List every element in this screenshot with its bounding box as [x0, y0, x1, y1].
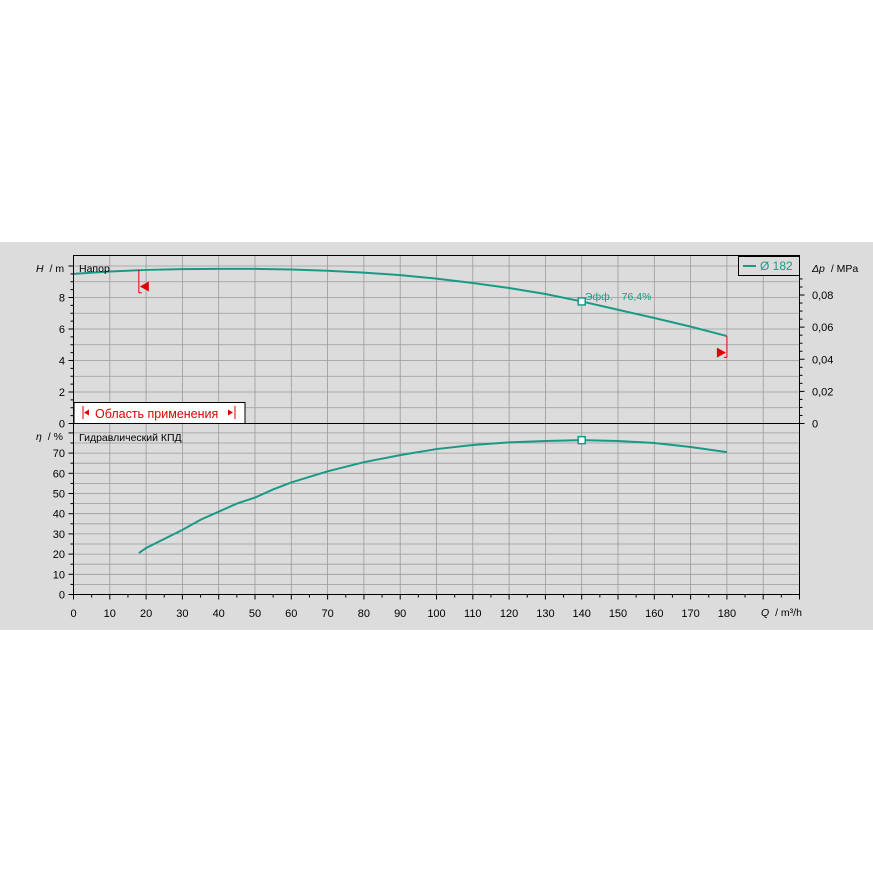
chart-legend: Ø 182	[738, 256, 800, 276]
right-y-tick-label: 0,02	[812, 386, 833, 398]
x-tick-label: 70	[321, 608, 333, 620]
upper-y-axis-label: H / m	[36, 263, 64, 275]
chart-marks	[138, 269, 728, 445]
right-y-axis-label: Δp / MPa	[811, 263, 858, 275]
lower-plot-frame	[73, 423, 800, 595]
range-end-arrow	[716, 347, 726, 358]
right-y-tick-label: 0,04	[812, 354, 833, 366]
efficiency-curve-line	[138, 439, 728, 554]
lower-y-tick-label: 60	[53, 468, 65, 480]
range-start-arrow	[139, 281, 149, 292]
x-axis-label: Q / m³/h	[761, 607, 802, 619]
x-tick-label: 180	[718, 608, 736, 620]
x-tick-label: 20	[140, 608, 152, 620]
lower-y-tick-label: 10	[53, 569, 65, 581]
x-tick-label: 140	[573, 608, 591, 620]
lower-y-tick-label: 0	[59, 590, 65, 602]
x-tick-label: 40	[213, 608, 225, 620]
lower-chart-title: Гидравлический КПД	[79, 432, 182, 444]
operating-range-box: Область применения	[73, 402, 246, 424]
chart-curves	[73, 267, 728, 554]
operating-range-label: Область применения	[95, 407, 218, 421]
x-tick-label: 170	[681, 608, 699, 620]
x-tick-label: 0	[70, 608, 76, 620]
x-tick-label: 90	[394, 608, 406, 620]
upper-chart-title: Напор	[79, 263, 110, 275]
upper-y-tick-label: 4	[59, 356, 65, 368]
right-y-tick-label: 0	[812, 419, 818, 431]
lower-y-tick-label: 30	[53, 529, 65, 541]
x-tick-label: 80	[358, 608, 370, 620]
x-tick-label: 120	[500, 608, 518, 620]
x-tick-label: 60	[285, 608, 297, 620]
upper-y-tick-label: 8	[59, 293, 65, 305]
lower-y-tick-label: 70	[53, 448, 65, 460]
lower-y-tick-label: 40	[53, 509, 65, 521]
lower-y-tick-label: 20	[53, 549, 65, 561]
x-tick-label: 100	[427, 608, 445, 620]
lower-y-tick-label: 50	[53, 489, 65, 501]
upper-y-tick-label: 6	[59, 324, 65, 336]
right-y-tick-label: 0,08	[812, 290, 833, 302]
x-tick-label: 50	[249, 608, 261, 620]
x-tick-label: 150	[609, 608, 627, 620]
x-tick-label: 30	[176, 608, 188, 620]
upper-y-tick-label: 0	[59, 419, 65, 431]
x-tick-label: 160	[645, 608, 663, 620]
efficiency-annotation: Эфф. 76,4%	[585, 291, 651, 303]
x-tick-label: 130	[536, 608, 554, 620]
head-bep-marker	[577, 297, 586, 306]
upper-y-tick-label: 2	[59, 387, 65, 399]
chart-grid	[73, 255, 800, 595]
right-y-tick-label: 0,06	[812, 322, 833, 334]
efficiency-bep-marker	[577, 435, 586, 445]
x-tick-label: 10	[104, 608, 116, 620]
x-tick-label: 110	[464, 608, 482, 620]
head-curve-line	[73, 267, 728, 338]
lower-y-axis-label: η / %	[36, 431, 63, 443]
chart-ticks: 0 10 20 30 40 50 60 70 80 90 100 110 120 130 140 150 160…	[53, 265, 833, 620]
legend-series-name: Ø 182	[760, 259, 793, 273]
